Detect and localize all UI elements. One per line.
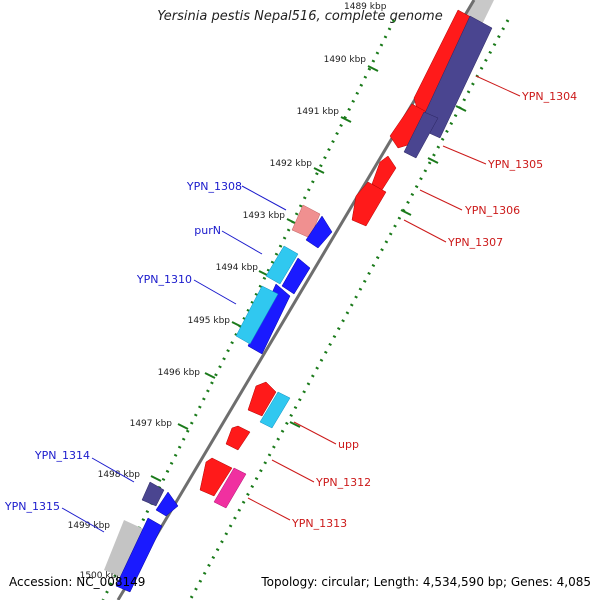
tick-label: 1492 kbp: [270, 159, 313, 169]
tick-mark: [289, 421, 301, 428]
outer-tick-ring: [101, 19, 396, 600]
leader-line: [442, 145, 487, 165]
tick-label: 1493 kbp: [243, 211, 286, 221]
gene-ypn-1314[interactable]: [141, 481, 165, 507]
tick-mark: [367, 65, 379, 72]
right-labels: YPN_1304 YPN_1305 YPN_1306 YPN_1307 upp …: [247, 75, 577, 530]
gene-ypn-1313[interactable]: [213, 467, 247, 509]
accession-text: Accession: NC_008149: [9, 575, 146, 589]
gene-purn[interactable]: [265, 245, 299, 285]
tick-label: 1500 kbp: [80, 571, 123, 581]
tick-mark: [427, 157, 439, 164]
tick-label: 1494 kbp: [216, 263, 259, 273]
gene-ypn-1310[interactable]: [235, 285, 279, 345]
leader-line: [271, 459, 315, 483]
leader-line: [91, 457, 135, 483]
tick-label: 1497 kbp: [130, 419, 173, 429]
tick-mark: [313, 167, 325, 174]
tick-mark: [340, 116, 352, 123]
label-ypn-1308[interactable]: YPN_1308: [186, 180, 242, 193]
tick-label: 1489 kbp: [344, 2, 387, 12]
leader-line: [293, 421, 337, 445]
gene-reverse[interactable]: [155, 491, 179, 517]
left-labels: YPN_1308 purN YPN_1310 YPN_1314 YPN_1315: [4, 180, 287, 533]
gene-ypn-1304-inner[interactable]: [417, 15, 493, 139]
tick-label: 1496 kbp: [158, 368, 201, 378]
tick-mark: [204, 372, 216, 379]
map-title: Yersinia pestis Nepal516, complete genom…: [157, 9, 443, 24]
gene-ypn-1315[interactable]: [115, 517, 163, 593]
backbone-segment: [104, 520, 150, 580]
label-ypn-1305[interactable]: YPN_1305: [487, 158, 543, 171]
label-ypn-1312[interactable]: YPN_1312: [315, 476, 371, 489]
tick-label: 1499 kbp: [68, 521, 111, 531]
leader-line: [475, 75, 521, 97]
gene-ypn-1305-inner[interactable]: [403, 111, 439, 159]
label-upp[interactable]: upp: [338, 438, 359, 451]
cyan-genes: [235, 245, 299, 429]
gene-reverse[interactable]: [305, 215, 333, 249]
tick-mark: [150, 475, 162, 482]
label-purn[interactable]: purN: [194, 224, 221, 237]
navy-genes: [141, 15, 493, 507]
gene-upp[interactable]: [259, 391, 291, 429]
tick-labels: 1489 kbp 1490 kbp 1491 kbp 1492 kbp 1493…: [68, 2, 387, 581]
leader-line: [61, 507, 105, 533]
tick-label: 1491 kbp: [297, 107, 340, 117]
gene-upp-neighbor[interactable]: [247, 381, 277, 417]
leader-line: [419, 189, 463, 211]
label-ypn-1307[interactable]: YPN_1307: [447, 236, 503, 249]
gene-ypn-1307[interactable]: [351, 181, 387, 227]
leader-line: [403, 219, 447, 243]
label-ypn-1310[interactable]: YPN_1310: [136, 273, 192, 286]
label-ypn-1315[interactable]: YPN_1315: [4, 500, 60, 513]
gene-ypn-1312-neighbor[interactable]: [225, 425, 251, 451]
gene-ypn-1313-neighbor[interactable]: [199, 457, 233, 497]
tick-label: 1495 kbp: [188, 316, 231, 326]
tick-mark: [177, 423, 189, 430]
label-ypn-1306[interactable]: YPN_1306: [464, 204, 520, 217]
leader-line: [247, 497, 291, 521]
tick-label: 1490 kbp: [324, 55, 367, 65]
leader-line: [193, 279, 237, 305]
tick-mark: [231, 321, 243, 328]
tick-label: 1498 kbp: [98, 470, 141, 480]
reverse-genes: [115, 215, 333, 593]
gene-reverse[interactable]: [281, 257, 311, 295]
label-ypn-1313[interactable]: YPN_1313: [291, 517, 347, 530]
leader-line: [241, 185, 287, 211]
label-ypn-1304[interactable]: YPN_1304: [521, 90, 577, 103]
genome-summary-text: Topology: circular; Length: 4,534,590 bp…: [261, 575, 591, 589]
gene-ypn-1306[interactable]: [371, 155, 397, 191]
tick-mark: [455, 105, 467, 112]
tick-mark: [400, 209, 412, 216]
label-ypn-1314[interactable]: YPN_1314: [34, 449, 90, 462]
inner-tick-ring: [188, 19, 510, 600]
forward-genes: [199, 9, 481, 497]
leader-line: [221, 230, 263, 255]
